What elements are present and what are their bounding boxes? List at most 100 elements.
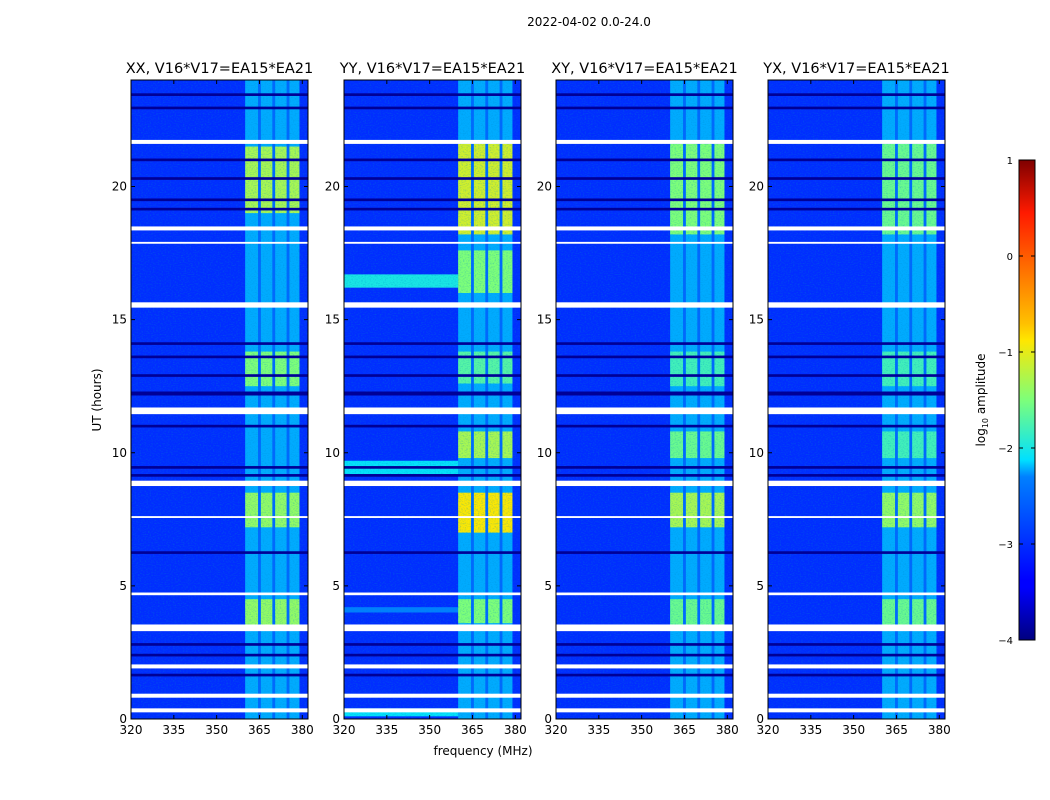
dark-row [131, 106, 308, 110]
x-tick-label: 365 [673, 723, 696, 737]
y-tick-label: 5 [119, 579, 127, 593]
y-tick-label: 15 [749, 313, 764, 327]
flagged-row [556, 693, 733, 698]
panel-2: YY, V16*V17=EA15*EA21 320 335 350 365 380 0 5 10… [325, 61, 527, 737]
dark-row [768, 653, 945, 657]
x-tick-label: 350 [842, 723, 865, 737]
dark-row [556, 106, 733, 110]
flagged-row [131, 226, 308, 231]
dark-row [556, 93, 733, 96]
dark-row [344, 474, 521, 477]
y-tick-label: 10 [537, 446, 552, 460]
dark-row [344, 198, 521, 202]
flagged-row [344, 708, 521, 713]
colorbar-ticks: 1 0 −1 −2 −3 −4 [998, 156, 1035, 647]
dark-row [344, 177, 521, 180]
x-tick-label: 380 [716, 723, 739, 737]
dark-row [556, 474, 733, 477]
dark-row [344, 424, 521, 428]
flagged-row [131, 302, 308, 308]
x-tick-label: 365 [885, 723, 908, 737]
dark-row [768, 207, 945, 211]
colorbar-tick-label: −2 [998, 444, 1013, 455]
flagged-row [768, 708, 945, 713]
panel-title: XY, V16*V17=EA15*EA21 [551, 61, 737, 77]
panels: XX, V16*V17=EA15*EA21 320 335 350 365 380 0 5 10… [112, 61, 951, 737]
dark-row [768, 355, 945, 359]
dark-row [344, 158, 521, 162]
flagged-row [768, 480, 945, 487]
dark-row [768, 177, 945, 180]
flagged-row [344, 407, 521, 415]
dark-row [556, 391, 733, 396]
colorbar-tick-label: −3 [998, 540, 1013, 551]
flagged-row [131, 624, 308, 632]
panel-frame [343, 79, 522, 720]
flagged-row [131, 664, 308, 669]
flagged-row [344, 664, 521, 669]
flagged-row [556, 139, 733, 144]
noise-texture [768, 80, 945, 719]
y-tick-label: 5 [544, 579, 552, 593]
y-tick-label: 15 [112, 313, 127, 327]
flagged-row [344, 480, 521, 487]
dark-row [344, 643, 521, 646]
flagged-row [344, 516, 521, 518]
dark-row [131, 653, 308, 657]
dark-row [556, 158, 733, 162]
y-tick-label: 10 [749, 446, 764, 460]
dark-row [556, 374, 733, 377]
flagged-row [344, 226, 521, 231]
colorbar-tick-label: −1 [998, 348, 1013, 359]
y-axis-label: UT (hours) [90, 368, 104, 431]
dark-row [344, 207, 521, 211]
flagged-row [344, 241, 521, 244]
y-tick-label: 15 [537, 313, 552, 327]
dark-row [131, 207, 308, 211]
dark-row [768, 93, 945, 96]
flagged-row [556, 226, 733, 231]
x-tick-label: 335 [375, 723, 398, 737]
dark-row [131, 466, 308, 469]
dark-row [556, 643, 733, 646]
flagged-row [556, 624, 733, 632]
dark-row [131, 158, 308, 162]
dark-row [768, 551, 945, 554]
colorbar-tick-label: 1 [1007, 156, 1013, 167]
colorbar-label: log10 amplitude [974, 354, 990, 447]
flagged-row [556, 708, 733, 713]
dark-row [131, 551, 308, 554]
flagged-row [556, 592, 733, 596]
y-tick-label: 0 [332, 712, 340, 726]
colorbar-tick-label: −4 [998, 636, 1013, 647]
y-tick-label: 20 [537, 180, 552, 194]
x-tick-label: 320 [757, 723, 780, 737]
y-tick-label: 20 [749, 180, 764, 194]
dark-row [131, 198, 308, 202]
figure-title: 2022-04-02 0.0-24.0 [527, 15, 651, 29]
dark-row [131, 673, 308, 677]
flagged-row [344, 592, 521, 596]
dark-row [556, 653, 733, 657]
panel-1: XX, V16*V17=EA15*EA21 320 335 350 365 380 0 5 10… [112, 61, 314, 737]
dark-row [768, 342, 945, 345]
flagged-row [768, 302, 945, 308]
x-tick-label: 365 [248, 723, 271, 737]
dark-row [768, 198, 945, 202]
flagged-row [131, 407, 308, 415]
dark-row [556, 424, 733, 428]
y-tick-label: 0 [119, 712, 127, 726]
flagged-row [768, 693, 945, 698]
dark-row [556, 355, 733, 359]
flagged-row [131, 693, 308, 698]
dark-row [131, 391, 308, 396]
heatmap-image [556, 80, 733, 719]
panel-title: XX, V16*V17=EA15*EA21 [126, 61, 314, 77]
dark-row [131, 342, 308, 345]
dark-row [344, 653, 521, 657]
noise-texture [556, 80, 733, 719]
dark-row [131, 177, 308, 180]
x-tick-label: 320 [120, 723, 143, 737]
flagged-row [556, 480, 733, 487]
flagged-row [768, 516, 945, 518]
